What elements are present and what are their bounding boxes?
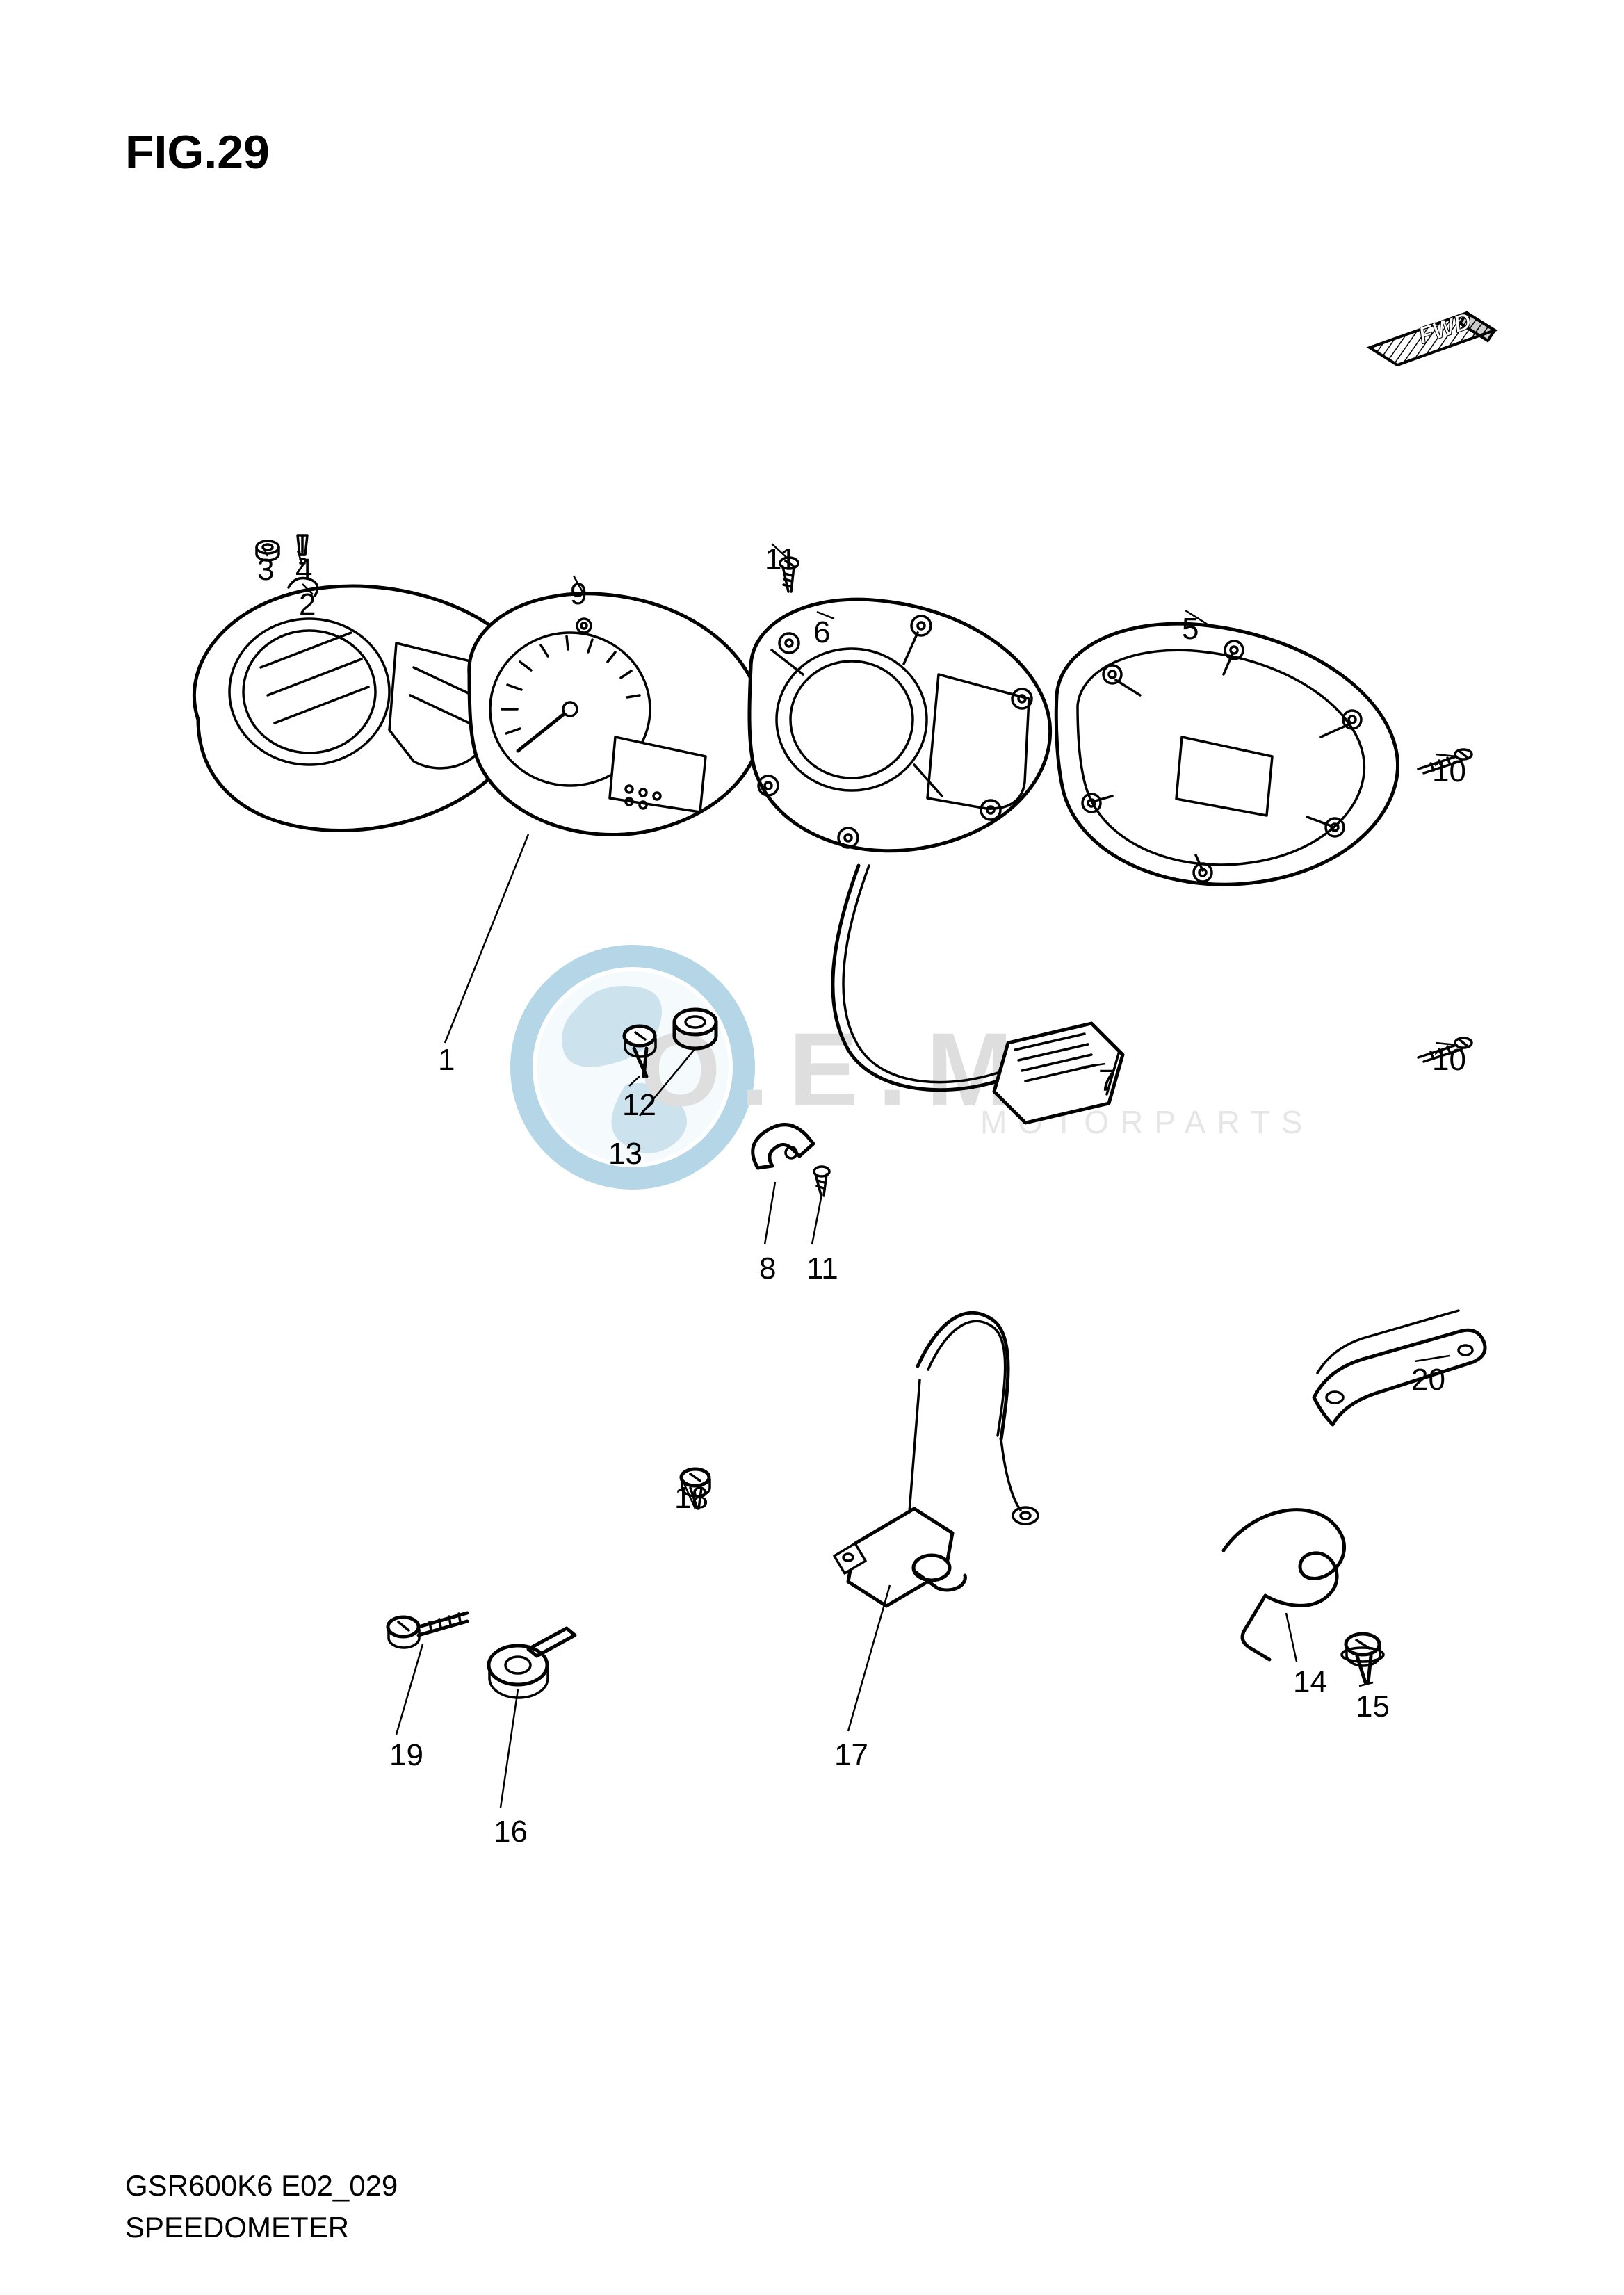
- callout-15: 15: [1356, 1689, 1390, 1724]
- part-19-bolt: [388, 1613, 467, 1648]
- callout-7: 7: [1098, 1064, 1115, 1098]
- callout-17: 17: [834, 1738, 868, 1773]
- callout-11_b: 11: [806, 1251, 838, 1286]
- part-15-bolt: [1342, 1634, 1383, 1682]
- part-20-bracket: [1314, 1311, 1485, 1425]
- callout-12: 12: [622, 1088, 656, 1123]
- part-6-case: [749, 599, 1050, 851]
- part-16-cushion: [489, 1628, 575, 1698]
- footer-line-2: SPEEDOMETER: [125, 2211, 349, 2244]
- callout-20: 20: [1411, 1363, 1445, 1397]
- part-17-switch: [834, 1313, 1038, 1606]
- callout-6: 6: [813, 615, 830, 650]
- part-9-meter-unit: [469, 594, 762, 835]
- callout-1: 1: [438, 1043, 455, 1078]
- callout-11_a: 11: [765, 542, 797, 577]
- figure-title: FIG.29: [125, 125, 270, 179]
- callout-9: 9: [570, 577, 587, 612]
- callout-19: 19: [389, 1738, 423, 1773]
- callout-4: 4: [295, 553, 312, 587]
- part-14-clip: [1224, 1510, 1345, 1660]
- callout-3: 3: [257, 553, 274, 587]
- callout-5: 5: [1182, 612, 1199, 647]
- part-5-rear-cover: [1056, 624, 1397, 884]
- callout-16: 16: [494, 1815, 528, 1849]
- callout-10_a: 10: [1432, 754, 1466, 789]
- page: FIG.29 GSR600K6 E02_029 SPEEDOMETER FWD …: [0, 0, 1624, 2295]
- callout-2: 2: [299, 587, 316, 622]
- part-8-clamp: [753, 1125, 813, 1168]
- callout-13: 13: [608, 1137, 642, 1171]
- callout-18: 18: [674, 1481, 708, 1516]
- part-7-harness: [833, 866, 1123, 1123]
- callout-10_b: 10: [1432, 1043, 1466, 1078]
- callout-8: 8: [759, 1251, 776, 1286]
- fwd-badge: FWD: [1363, 299, 1502, 375]
- part-11b-screw: [814, 1167, 829, 1195]
- footer-line-1: GSR600K6 E02_029: [125, 2169, 398, 2203]
- part-12-bolt: [624, 1026, 656, 1076]
- part-13-grommet: [674, 1009, 716, 1048]
- callout-14: 14: [1293, 1665, 1327, 1700]
